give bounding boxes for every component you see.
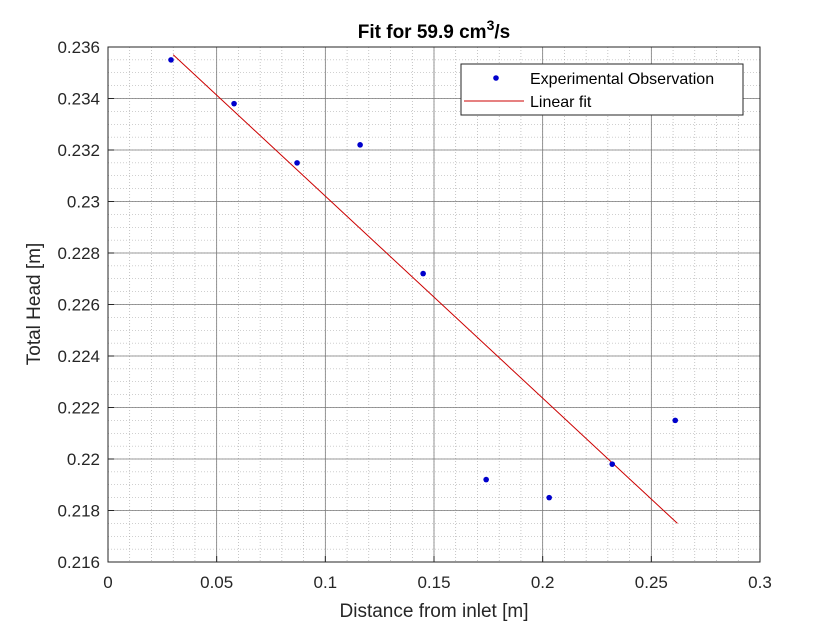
x-tick-label: 0.15 (417, 573, 450, 592)
experimental-data-point (231, 100, 237, 107)
chart-title-superscript: 3 (487, 17, 495, 33)
y-axis-ticks: 0.216 0.218 0.22 0.222 0.224 0.226 0.228 0.23 0.… (57, 38, 114, 572)
experimental-data-point (420, 270, 426, 277)
x-axis-label: Distance from inlet [m] (340, 601, 529, 622)
experimental-data-point (609, 461, 616, 467)
y-tick-label: 0.234 (57, 90, 100, 109)
chart-title: Fit for 59.9 cm3/s (358, 17, 510, 43)
x-tick-label: 0.2 (531, 573, 555, 592)
y-tick-label: 0.222 (57, 399, 100, 418)
fit-line-layer (172, 54, 678, 524)
legend-box (460, 63, 744, 116)
y-tick-label: 0.216 (57, 553, 100, 572)
chart-title-main: Fit for 59.9 cm (358, 22, 487, 43)
legend: Experimental Observation Linear fit (460, 63, 744, 116)
data-points-layer (168, 57, 679, 501)
x-tick-label: 0.05 (200, 573, 233, 592)
chart-title-suffix: /s (494, 22, 510, 43)
y-tick-label: 0.22 (67, 450, 100, 469)
y-tick-label: 0.236 (57, 38, 100, 57)
y-tick-label: 0.232 (57, 141, 100, 160)
y-tick-label: 0.228 (57, 244, 100, 263)
experimental-data-point (672, 417, 679, 424)
linear-fit-line (172, 54, 678, 524)
y-tick-label: 0.224 (57, 347, 100, 366)
experimental-data-point (357, 142, 363, 148)
experimental-data-point (546, 494, 552, 501)
x-tick-label: 0.1 (314, 573, 338, 592)
y-tick-label: 0.218 (57, 502, 100, 521)
legend-marker-experimental (493, 75, 499, 81)
legend-label-experimental: Experimental Observation (530, 71, 714, 88)
y-axis-label: Total Head [m] (24, 243, 45, 366)
x-axis-ticks: 0 0.05 0.1 0.15 0.2 0.25 0.3 (103, 556, 772, 592)
legend-label-linear-fit: Linear fit (530, 94, 592, 111)
experimental-data-point (168, 57, 174, 63)
x-tick-label: 0.3 (748, 573, 772, 592)
x-tick-label: 0.25 (635, 573, 668, 592)
experimental-data-point (294, 160, 300, 166)
y-tick-label: 0.226 (57, 296, 100, 315)
experimental-data-point (483, 476, 489, 483)
x-tick-label: 0 (103, 573, 112, 592)
y-tick-label: 0.23 (67, 193, 100, 212)
